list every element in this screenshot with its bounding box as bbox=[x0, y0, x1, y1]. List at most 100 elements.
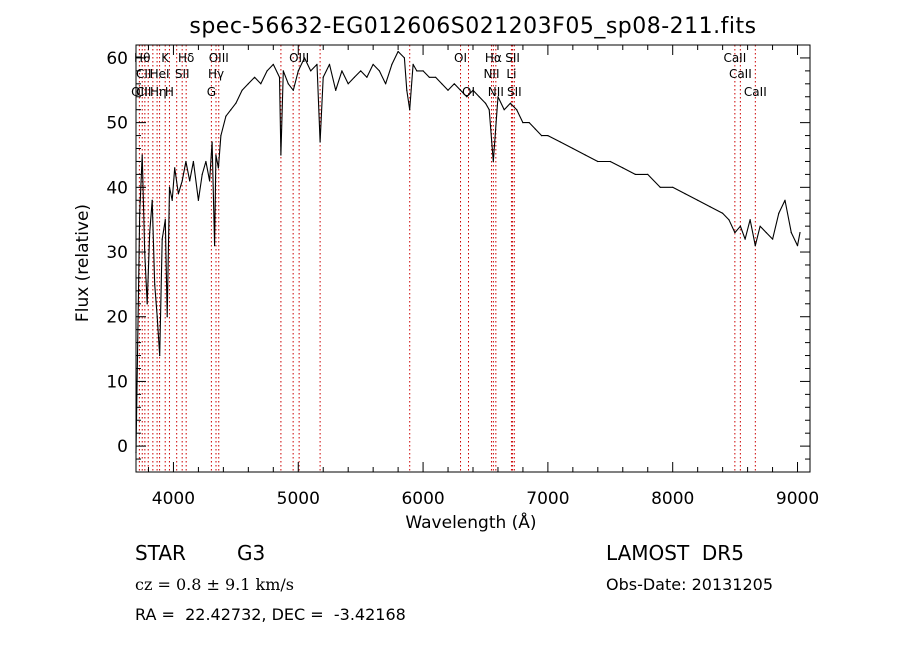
observation-date: Obs-Date: 20131205 bbox=[606, 575, 773, 594]
data-point-109 bbox=[759, 225, 761, 227]
data-point-10 bbox=[161, 238, 163, 240]
data-point-41 bbox=[282, 70, 284, 72]
data-point-77 bbox=[484, 102, 487, 104]
stacked-label-1: CII bbox=[136, 85, 151, 99]
data-point-33 bbox=[241, 89, 243, 91]
data-point-48 bbox=[319, 141, 321, 143]
data-point-92 bbox=[597, 160, 599, 163]
line-marker-label-27: SII bbox=[507, 85, 522, 99]
data-point-25 bbox=[211, 141, 213, 143]
data-point-40 bbox=[280, 154, 282, 156]
line-marker-label-20: OI bbox=[454, 51, 467, 65]
flux-series bbox=[135, 50, 801, 454]
data-point-74 bbox=[466, 96, 468, 98]
y-tick-label-3: 30 bbox=[106, 243, 128, 263]
stacked-label-2: Hη bbox=[150, 85, 167, 99]
line-marker-label-6: HeI bbox=[150, 67, 170, 81]
line-marker-label-25: Li bbox=[506, 67, 516, 81]
data-point-67 bbox=[422, 70, 424, 72]
data-point-43 bbox=[292, 89, 294, 91]
data-point-91 bbox=[584, 154, 586, 156]
y-tick-label-4: 40 bbox=[106, 178, 128, 198]
x-tick-label-3: 7000 bbox=[526, 489, 569, 509]
data-point-54 bbox=[353, 76, 355, 78]
data-point-42 bbox=[287, 83, 289, 85]
data-point-104 bbox=[734, 232, 736, 234]
sky-coordinates: RA = 22.42732, DEC = -3.42168 bbox=[135, 605, 406, 624]
data-point-61 bbox=[397, 50, 399, 53]
data-point-50 bbox=[328, 63, 331, 65]
data-point-34 bbox=[247, 83, 249, 85]
data-point-110 bbox=[765, 232, 767, 234]
data-point-13 bbox=[168, 186, 171, 188]
data-point-99 bbox=[684, 193, 686, 195]
data-point-112 bbox=[778, 212, 780, 214]
data-point-47 bbox=[316, 63, 318, 65]
data-point-35 bbox=[254, 76, 256, 78]
data-point-113 bbox=[784, 199, 786, 201]
line-marker-label-8: H bbox=[165, 85, 174, 99]
data-point-17 bbox=[181, 180, 183, 182]
data-point-9 bbox=[159, 354, 161, 357]
data-point-7 bbox=[154, 283, 156, 285]
line-marker-label-17: OIII bbox=[289, 51, 309, 65]
data-point-106 bbox=[744, 238, 746, 240]
data-point-87 bbox=[541, 135, 543, 137]
data-point-55 bbox=[360, 70, 362, 72]
data-point-63 bbox=[406, 89, 408, 91]
data-point-84 bbox=[522, 122, 524, 124]
data-point-69 bbox=[435, 76, 437, 78]
data-point-102 bbox=[722, 212, 724, 214]
x-tick-label-1: 5000 bbox=[277, 489, 320, 509]
data-point-100 bbox=[697, 199, 699, 201]
data-point-6 bbox=[151, 199, 153, 201]
data-point-14 bbox=[171, 199, 173, 201]
spectral-line-markers bbox=[138, 45, 756, 472]
data-point-111 bbox=[772, 238, 774, 240]
data-point-86 bbox=[534, 128, 537, 130]
line-marker-label-10: Hδ bbox=[178, 51, 194, 65]
data-point-82 bbox=[509, 102, 511, 104]
y-tick-label-0: 0 bbox=[117, 437, 128, 457]
data-point-58 bbox=[378, 70, 380, 72]
data-point-65 bbox=[412, 63, 414, 65]
data-point-85 bbox=[528, 122, 530, 124]
data-point-12 bbox=[166, 316, 168, 318]
line-marker-label-14: OIII bbox=[209, 51, 229, 65]
data-point-98 bbox=[672, 186, 674, 188]
data-point-75 bbox=[472, 89, 474, 91]
data-point-49 bbox=[322, 76, 324, 78]
data-point-60 bbox=[391, 63, 393, 65]
data-point-72 bbox=[453, 83, 455, 85]
data-point-39 bbox=[278, 76, 281, 78]
data-point-90 bbox=[572, 147, 574, 150]
data-point-64 bbox=[409, 109, 411, 111]
data-point-26 bbox=[214, 245, 216, 247]
line-marker-label-30: CaII bbox=[744, 85, 767, 99]
data-point-22 bbox=[201, 173, 203, 175]
x-axis-label: Wavelength (Å) bbox=[405, 511, 536, 533]
data-point-56 bbox=[366, 76, 368, 78]
data-point-23 bbox=[205, 160, 207, 163]
data-point-93 bbox=[609, 160, 611, 163]
data-point-29 bbox=[220, 135, 222, 137]
data-point-11 bbox=[164, 219, 166, 221]
line-marker-label-0: OII bbox=[131, 85, 148, 99]
data-point-108 bbox=[754, 245, 756, 247]
data-point-16 bbox=[177, 193, 179, 195]
data-point-96 bbox=[647, 173, 649, 175]
data-point-105 bbox=[739, 225, 742, 227]
data-point-8 bbox=[156, 316, 158, 318]
line-marker-label-28: CaII bbox=[723, 51, 746, 65]
x-tick-label-5: 9000 bbox=[776, 489, 819, 509]
line-marker-label-22: NII bbox=[483, 67, 499, 81]
line-marker-label-29: CaII bbox=[729, 67, 752, 81]
data-point-101 bbox=[709, 206, 711, 208]
data-point-20 bbox=[192, 160, 194, 163]
data-point-103 bbox=[728, 219, 730, 221]
data-point-5 bbox=[149, 232, 151, 234]
data-point-51 bbox=[335, 89, 337, 91]
y-tick-label-6: 60 bbox=[106, 49, 128, 69]
